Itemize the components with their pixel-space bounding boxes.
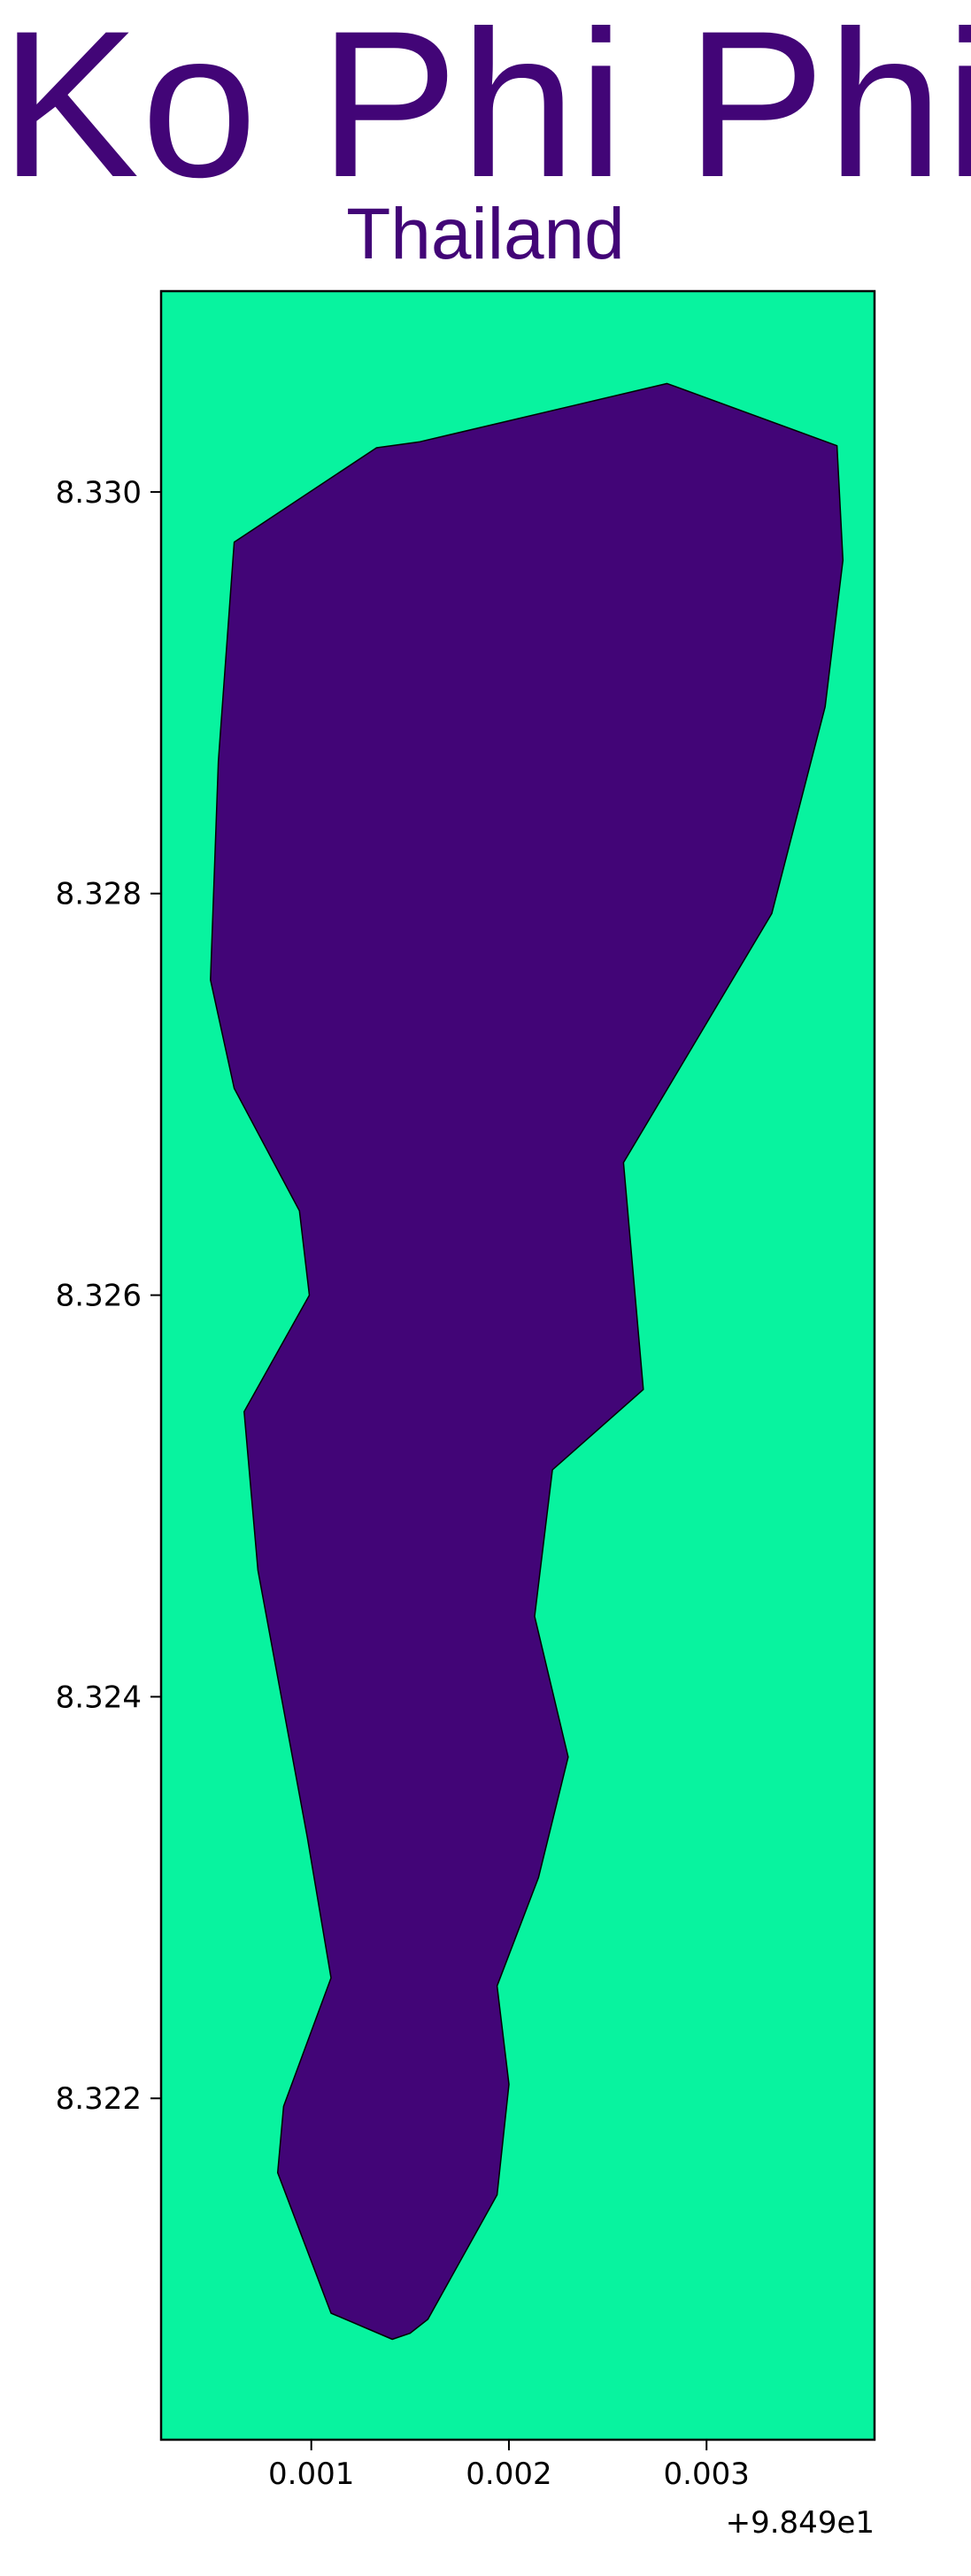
y-tick-label: 8.330 [56,475,142,511]
x-axis: 0.001 0.002 0.003 [268,2440,750,2492]
map-area [159,289,876,2441]
y-tick-label: 8.322 [56,2081,142,2117]
map-subtitle: Thailand [346,194,625,274]
x-tick-label: 0.003 [664,2457,750,2492]
y-tick-label: 8.326 [56,1279,142,1314]
x-tick-label: 0.002 [466,2457,551,2492]
y-tick-label: 8.328 [56,877,142,912]
y-axis: 8.322 8.324 8.326 8.328 8.330 [56,475,161,2117]
y-tick-label: 8.324 [56,1680,142,1715]
map-title: Ko Phi Phi [0,0,971,221]
x-tick-label: 0.001 [268,2457,354,2492]
x-axis-offset-label: +9.849e1 [726,2505,875,2541]
island-shape [210,382,844,2341]
map-frame [159,289,876,2441]
